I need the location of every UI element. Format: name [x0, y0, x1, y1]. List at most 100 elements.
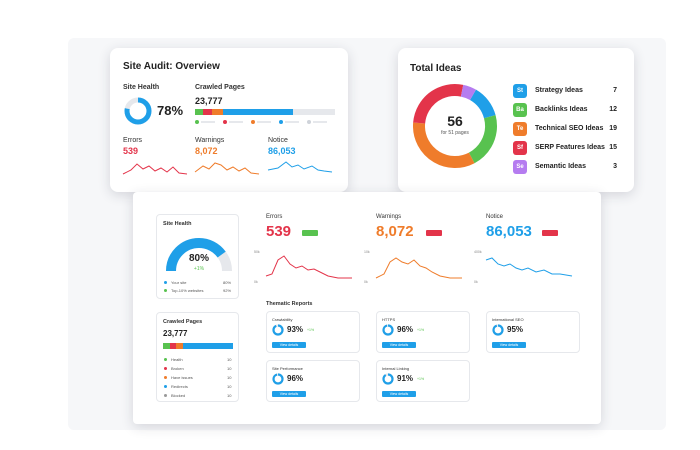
audit-notice-value: 86,053: [268, 146, 296, 156]
report-value: 95%: [507, 325, 524, 334]
report-name: Internal Linking: [382, 366, 410, 371]
crawled-row-value: 10: [227, 357, 232, 362]
report-value: 93%: [287, 325, 304, 334]
crawled-row-label[interactable]: Blocked: [171, 393, 186, 398]
thematic-reports-title: Thematic Reports: [266, 301, 313, 307]
view-details-button[interactable]: View details: [272, 391, 306, 397]
idea-label[interactable]: Strategy Ideas: [535, 87, 583, 94]
report-name: International SEO: [492, 317, 524, 322]
report-delta: +1%: [307, 328, 315, 332]
ideas-donut-segment-ba: [413, 84, 497, 168]
crawled-pages-bar: [195, 109, 335, 115]
idea-count: 12: [609, 106, 617, 113]
idea-badge-sf: Sf: [513, 141, 527, 155]
legend-top-sites-label: Top-10% websites: [171, 288, 204, 293]
crawled-pages-value: 23,777: [195, 96, 223, 106]
idea-count: 15: [609, 144, 617, 151]
crawled-row-label[interactable]: Have issues: [171, 375, 193, 380]
crawled-row-value: 10: [227, 366, 232, 371]
metric-trend-badge: [302, 230, 318, 236]
thematic-report-card: International SEO 95% View details: [486, 311, 580, 353]
site-health-donut: [124, 97, 152, 125]
ideas-subtitle: for 51 pages: [441, 130, 469, 136]
audit-errors-value: 539: [123, 146, 139, 156]
view-details-button[interactable]: View details: [382, 342, 416, 348]
crawled-row-dot: [164, 394, 167, 397]
idea-badge-se: Se: [513, 160, 527, 174]
ideas-total: 56: [447, 113, 463, 129]
legend-your-site-label: Your site: [171, 280, 187, 285]
metric-axis-top: 400k: [474, 250, 482, 254]
ideas-donut-segment-se: [413, 84, 497, 168]
report-name: HTTPS: [382, 317, 396, 322]
crawled-pages-legend: [195, 120, 335, 124]
thematic-report-card: Internal Linking 91% +1% View details: [376, 360, 470, 402]
view-details-button[interactable]: View details: [382, 391, 416, 397]
metric-axis-bottom: 0k: [474, 280, 478, 284]
audit-errors-label: Errors: [123, 137, 143, 144]
audit-warnings-value: 8,072: [195, 146, 218, 156]
audit-notice-sparkline: [267, 161, 333, 173]
report-donut-icon: [382, 373, 394, 385]
view-details-button[interactable]: View details: [272, 342, 306, 348]
crawled-row-dot: [164, 385, 167, 388]
idea-badge-ba: Ba: [513, 103, 527, 117]
idea-count: 19: [609, 125, 617, 132]
ideas-donut: [413, 84, 497, 168]
thematic-report-card: Site Performance 96% View details: [266, 360, 360, 402]
report-donut-icon: [382, 324, 394, 336]
crawled-row-dot: [164, 367, 167, 370]
crawled-row-label[interactable]: Redirects: [171, 384, 188, 389]
metric-sparkline: [375, 257, 462, 279]
idea-count: 3: [613, 163, 617, 170]
report-value: 96%: [287, 374, 304, 383]
metric-axis-top: 50k: [254, 250, 260, 254]
ideas-donut-segment-sf: [413, 84, 497, 168]
view-details-button[interactable]: View details: [492, 342, 526, 348]
idea-label[interactable]: Backlinks Ideas: [535, 106, 588, 113]
dash-crawled-bar: [163, 343, 233, 349]
ideas-donut-segment-te: [413, 84, 497, 168]
metric-axis-bottom: 0k: [254, 280, 258, 284]
legend-top-sites-value: 92%: [223, 288, 232, 293]
dashboard-card: Site Health 80% +1% Your site 80% Top-10…: [133, 192, 601, 424]
dash-site-health-delta: +1%: [193, 266, 205, 272]
audit-notice-label: Notice: [268, 137, 288, 144]
legend-top-sites-dot: [164, 289, 167, 292]
audit-errors-sparkline: [122, 163, 188, 175]
dash-site-health-card: Site Health 80% +1% Your site 80% Top-10…: [156, 214, 239, 299]
dash-crawled-title: Crawled Pages: [163, 319, 203, 325]
site-health-label: Site Health: [123, 84, 160, 91]
metric-axis-bottom: 0k: [364, 280, 368, 284]
thematic-report-card: HTTPS 96% +1% View details: [376, 311, 470, 353]
report-value: 91%: [397, 374, 414, 383]
site-audit-card: Site Audit: Overview Site Health 78% Cra…: [110, 48, 348, 192]
idea-badge-st: St: [513, 84, 527, 98]
site-audit-title: Site Audit: Overview: [123, 61, 220, 72]
idea-label[interactable]: Technical SEO Ideas: [535, 125, 604, 132]
idea-label[interactable]: SERP Features Ideas: [535, 144, 605, 151]
total-ideas-card: Total Ideas 56 for 51 pages St Strategy I…: [398, 48, 634, 192]
report-delta: +1%: [417, 377, 425, 381]
report-donut-icon: [272, 373, 284, 385]
metric-label: Errors: [266, 214, 283, 220]
metric-label: Notice: [486, 214, 504, 220]
site-health-gauge: [166, 238, 232, 272]
crawled-row-value: 10: [227, 393, 232, 398]
metric-label: Warnings: [376, 214, 402, 220]
metric-value: 86,053: [486, 223, 532, 240]
crawled-row-label[interactable]: Broken: [171, 366, 184, 371]
metric-trend-badge: [426, 230, 442, 236]
dash-site-health-title: Site Health: [163, 221, 192, 227]
metric-sparkline: [485, 257, 573, 277]
audit-warnings-label: Warnings: [195, 137, 225, 144]
crawled-row-dot: [164, 376, 167, 379]
report-delta: +1%: [417, 328, 425, 332]
report-donut-icon: [272, 324, 284, 336]
crawled-row-label[interactable]: Health: [171, 357, 183, 362]
idea-label[interactable]: Semantic Ideas: [535, 163, 586, 170]
crawled-row-value: 10: [227, 384, 232, 389]
total-ideas-title: Total Ideas: [410, 63, 462, 74]
dash-site-health-value: 80%: [188, 253, 209, 264]
metric-value: 8,072: [376, 223, 414, 240]
